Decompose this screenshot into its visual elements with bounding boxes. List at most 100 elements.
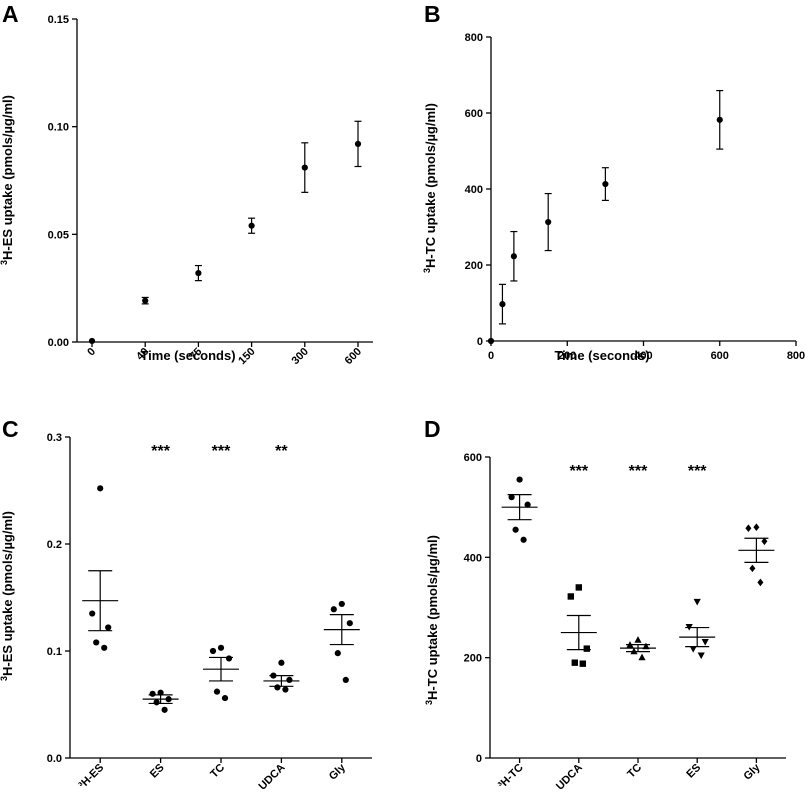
panel-a-y-tick-label: 0.05 (48, 229, 69, 241)
panel-d-x-tick-label: Gly (741, 761, 763, 783)
panel-b-point (487, 337, 495, 345)
panel-c-y-tick-label: 0.2 (47, 539, 62, 551)
panel-b-y-axis: 0 200 400 600 800 (465, 32, 492, 348)
panel-a-y-label: 3H-ES uptake (pmols/µg/ml) (0, 95, 15, 265)
panel-b: B 0 200 400 600 800 0 200 400 600 800 Time (seco… (422, 1, 805, 363)
panel-b-y-label: 3H-TC uptake (pmols/µg/ml) (422, 103, 438, 273)
panel-c-point (274, 684, 281, 691)
panel-c-point (97, 485, 104, 492)
panel-b-x-label: Time (seconds) (554, 348, 649, 363)
panel-c-significance: *** (212, 443, 231, 460)
panel-d-significance: *** (688, 463, 707, 480)
panel-a-point (142, 297, 149, 304)
panel-c-point (282, 686, 289, 693)
panel-c-point (89, 610, 96, 617)
panel-a-y-tick-label: 0.00 (48, 337, 69, 349)
panel-d-point (638, 653, 646, 661)
panel-d-point (701, 639, 709, 646)
panel-c-point (270, 672, 277, 679)
panel-c-point (209, 647, 217, 655)
panel-d-x-tick-label: ³H-TC (496, 762, 526, 792)
panel-a-point (88, 337, 96, 345)
panel-d-point (753, 523, 760, 532)
panel-c-point (338, 600, 345, 608)
panel-b-letter: B (424, 1, 441, 27)
panel-c-letter: C (2, 416, 19, 442)
panel-a-point (301, 164, 308, 171)
panel-c-point (225, 655, 233, 662)
panel-b-y-tick-label: 800 (465, 32, 483, 44)
panel-a-y-tick-label: 0.15 (48, 14, 69, 26)
panel-d-point (508, 494, 515, 501)
panel-c-significance: *** (151, 443, 170, 460)
panel-a-y-axis: 0.00 0.05 0.10 0.15 (48, 14, 78, 349)
panel-d-x-axis: ³H-TC UDCA TC ES Gly (490, 757, 786, 793)
panel-c-y-label: 3H-ES uptake (pmols/µg/ml) (0, 511, 15, 681)
panel-c-point (213, 688, 221, 695)
panel-a-point (354, 140, 362, 147)
panel-a-x-tick-label: 600 (343, 346, 364, 367)
panel-b-x-tick-label: 800 (787, 350, 805, 362)
panel-d-y-axis: 0 200 400 600 (464, 452, 491, 765)
panel-c-point (221, 694, 229, 702)
panel-c-point (153, 699, 160, 706)
panel-d-point (642, 642, 650, 650)
panel-a-x-tick-label: 150 (236, 346, 257, 367)
panel-c-x-axis: ³H-ES ES TC UDCA Gly (70, 757, 372, 793)
panel-d-point (634, 636, 642, 643)
panel-c-point (217, 644, 225, 651)
panel-c-y-tick-label: 0.0 (47, 753, 62, 765)
panel-a-x-tick-label: 300 (289, 346, 310, 367)
panel-b-y-tick-label: 400 (465, 184, 483, 196)
panel-d-point (579, 660, 586, 667)
panel-c-point (157, 689, 164, 696)
panel-b-x-tick-label: 0 (488, 350, 494, 362)
panel-d-point (630, 647, 638, 655)
panel-c-y-axis: 0.0 0.1 0.2 0.3 (47, 432, 71, 765)
panel-c-marks: *** *** ** (82, 443, 360, 713)
panel-d-point (575, 584, 582, 591)
panel-d-marks: *** *** *** (501, 463, 775, 667)
panel-c-x-tick-label: ES (148, 762, 167, 781)
panel-a-point (248, 222, 255, 229)
panel-c-y-tick-label: 0.1 (47, 646, 62, 658)
panel-b-point (545, 218, 552, 226)
panel-a-x-tick-label: 0 (85, 346, 98, 359)
panel-a-marks (88, 120, 362, 345)
panel-d-y-tick-label: 400 (464, 552, 482, 564)
panel-b-y-tick-label: 200 (465, 260, 483, 272)
panel-d-point (626, 641, 634, 648)
panel-a-y-tick-label: 0.10 (48, 122, 69, 134)
panel-c: C 0.0 0.1 0.2 0.3 ³H-ES ES TC UDCA Gly 3H-ES up… (0, 416, 372, 793)
panel-c-x-tick-label: TC (208, 762, 227, 781)
panel-b-marks (487, 89, 724, 345)
panel-c-y-tick-label: 0.3 (47, 432, 62, 444)
panel-c-point (101, 644, 108, 651)
panel-b-x-tick-label: 200 (558, 350, 576, 362)
panel-c-significance: ** (275, 443, 288, 460)
panel-d-x-tick-label: UDCA (554, 762, 585, 793)
panel-b-x-tick-label: 400 (634, 350, 652, 362)
panel-b-y-tick-label: 0 (477, 336, 483, 348)
panel-d-point (524, 501, 531, 508)
panel-b-point (510, 253, 517, 260)
panel-d-significance: *** (629, 463, 648, 480)
panel-d-letter: D (424, 416, 441, 442)
panel-a: A 0.000.050.100.15 0 40 75 150 300 600 Time (… (0, 1, 373, 367)
panel-d-point (757, 578, 764, 587)
panel-c-point (286, 676, 293, 683)
panel-d-point (567, 593, 574, 600)
panel-c-point (105, 624, 112, 631)
panel-d-point (689, 646, 697, 653)
panel-c-point (93, 639, 100, 646)
panel-c-point (346, 620, 353, 627)
panel-b-point (499, 301, 506, 308)
panel-d-y-tick-label: 600 (464, 452, 482, 464)
panel-d-point (693, 598, 701, 606)
panel-c-x-tick-label: Gly (327, 761, 349, 783)
panel-d-significance: *** (569, 463, 588, 480)
panel-b-y-tick-label: 600 (465, 108, 483, 120)
panel-d-point (520, 536, 527, 543)
panel-c-point (149, 690, 156, 697)
